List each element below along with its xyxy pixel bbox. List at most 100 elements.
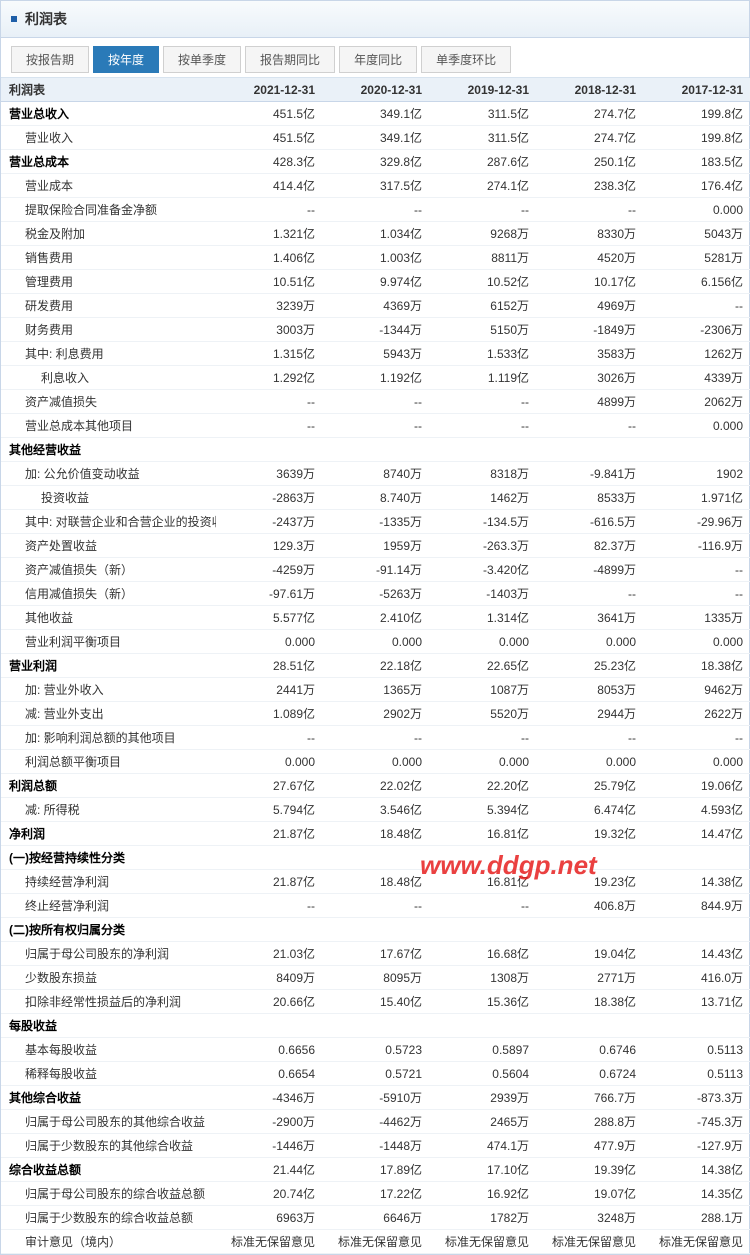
cell-value: -4346万 <box>216 1086 323 1110</box>
cell-value: -- <box>430 414 537 438</box>
cell-value: 8053万 <box>537 678 644 702</box>
table-row: (一)按经营持续性分类 <box>1 846 750 870</box>
row-label: 加: 公允价值变动收益 <box>1 462 216 486</box>
cell-value: -- <box>216 414 323 438</box>
cell-value: 4520万 <box>537 246 644 270</box>
cell-value <box>216 438 323 462</box>
cell-value: 22.65亿 <box>430 654 537 678</box>
cell-value: 6.156亿 <box>644 270 750 294</box>
row-label: 加: 营业外收入 <box>1 678 216 702</box>
table-row: 加: 营业外收入2441万1365万1087万8053万9462万 <box>1 678 750 702</box>
cell-value: 3583万 <box>537 342 644 366</box>
cell-value: 82.37万 <box>537 534 644 558</box>
tab-3[interactable]: 报告期同比 <box>245 46 335 73</box>
header-bullet-icon <box>11 16 17 22</box>
cell-value: -2437万 <box>216 510 323 534</box>
tab-5[interactable]: 单季度环比 <box>421 46 511 73</box>
cell-value: 6152万 <box>430 294 537 318</box>
cell-value: -- <box>537 414 644 438</box>
cell-value <box>430 846 537 870</box>
table-row: 营业总成本428.3亿329.8亿287.6亿250.1亿183.5亿 <box>1 150 750 174</box>
cell-value: 0.5113 <box>644 1038 750 1062</box>
cell-value: -1448万 <box>323 1134 430 1158</box>
cell-value: 0.000 <box>430 750 537 774</box>
tab-2[interactable]: 按单季度 <box>163 46 241 73</box>
cell-value: 0.000 <box>537 750 644 774</box>
cell-value: 1.089亿 <box>216 702 323 726</box>
table-row: 营业利润平衡项目0.0000.0000.0000.0000.000 <box>1 630 750 654</box>
cell-value: 2465万 <box>430 1110 537 1134</box>
cell-value: 14.38亿 <box>644 1158 750 1182</box>
col-header-period: 2017-12-31 <box>644 78 750 102</box>
cell-value: 474.1万 <box>430 1134 537 1158</box>
table-wrapper: 利润表2021-12-312020-12-312019-12-312018-12… <box>1 77 749 1254</box>
cell-value: 238.3亿 <box>537 174 644 198</box>
cell-value <box>644 918 750 942</box>
cell-value: 16.68亿 <box>430 942 537 966</box>
cell-value: 9.974亿 <box>323 270 430 294</box>
row-label: 减: 营业外支出 <box>1 702 216 726</box>
tab-1[interactable]: 按年度 <box>93 46 159 73</box>
row-label: 稀释每股收益 <box>1 1062 216 1086</box>
tab-0[interactable]: 按报告期 <box>11 46 89 73</box>
table-header-row: 利润表2021-12-312020-12-312019-12-312018-12… <box>1 78 750 102</box>
cell-value: 10.17亿 <box>537 270 644 294</box>
cell-value: -- <box>216 198 323 222</box>
cell-value: 18.38亿 <box>644 654 750 678</box>
row-label: 营业总成本 <box>1 150 216 174</box>
table-row: 利润总额27.67亿22.02亿22.20亿25.79亿19.06亿 <box>1 774 750 798</box>
table-row: 税金及附加1.321亿1.034亿9268万8330万5043万 <box>1 222 750 246</box>
cell-value: 19.39亿 <box>537 1158 644 1182</box>
row-label: (二)按所有权归属分类 <box>1 918 216 942</box>
cell-value <box>537 438 644 462</box>
cell-value: -2863万 <box>216 486 323 510</box>
table-row: 利润总额平衡项目0.0000.0000.0000.0000.000 <box>1 750 750 774</box>
cell-value: 3026万 <box>537 366 644 390</box>
cell-value: -616.5万 <box>537 510 644 534</box>
cell-value: 21.44亿 <box>216 1158 323 1182</box>
cell-value: 0.000 <box>644 750 750 774</box>
cell-value: 4339万 <box>644 366 750 390</box>
cell-value: 0.5113 <box>644 1062 750 1086</box>
table-row: 其他经营收益 <box>1 438 750 462</box>
row-label: 少数股东损益 <box>1 966 216 990</box>
table-body: 营业总收入451.5亿349.1亿311.5亿274.7亿199.8亿营业收入4… <box>1 102 750 1254</box>
cell-value: 1.315亿 <box>216 342 323 366</box>
cell-value: 0.5604 <box>430 1062 537 1086</box>
cell-value: 477.9万 <box>537 1134 644 1158</box>
cell-value <box>430 918 537 942</box>
cell-value: -- <box>216 726 323 750</box>
cell-value: 2.410亿 <box>323 606 430 630</box>
panel-title: 利润表 <box>25 9 67 29</box>
cell-value: 4369万 <box>323 294 430 318</box>
income-statement-table: 利润表2021-12-312020-12-312019-12-312018-12… <box>1 78 750 1254</box>
cell-value: 1087万 <box>430 678 537 702</box>
cell-value: 766.7万 <box>537 1086 644 1110</box>
cell-value: -263.3万 <box>430 534 537 558</box>
cell-value: -- <box>323 414 430 438</box>
cell-value: -- <box>216 390 323 414</box>
cell-value: 1365万 <box>323 678 430 702</box>
cell-value: 25.23亿 <box>537 654 644 678</box>
cell-value: 274.7亿 <box>537 102 644 126</box>
cell-value: 9462万 <box>644 678 750 702</box>
table-row: 归属于少数股东的综合收益总额6963万6646万1782万3248万288.1万 <box>1 1206 750 1230</box>
cell-value: 406.8万 <box>537 894 644 918</box>
cell-value: 8.740万 <box>323 486 430 510</box>
cell-value: 22.20亿 <box>430 774 537 798</box>
cell-value: 2939万 <box>430 1086 537 1110</box>
table-row: 归属于母公司股东的净利润21.03亿17.67亿16.68亿19.04亿14.4… <box>1 942 750 966</box>
row-label: 提取保险合同准备金净额 <box>1 198 216 222</box>
cell-value: 311.5亿 <box>430 102 537 126</box>
cell-value: 17.22亿 <box>323 1182 430 1206</box>
cell-value: -116.9万 <box>644 534 750 558</box>
row-label: 每股收益 <box>1 1014 216 1038</box>
row-label: 研发费用 <box>1 294 216 318</box>
row-label: 净利润 <box>1 822 216 846</box>
cell-value: 129.3万 <box>216 534 323 558</box>
cell-value: -1849万 <box>537 318 644 342</box>
cell-value: 19.06亿 <box>644 774 750 798</box>
table-row: 资产处置收益129.3万1959万-263.3万82.37万-116.9万 <box>1 534 750 558</box>
cell-value: 0.000 <box>644 630 750 654</box>
tab-4[interactable]: 年度同比 <box>339 46 417 73</box>
